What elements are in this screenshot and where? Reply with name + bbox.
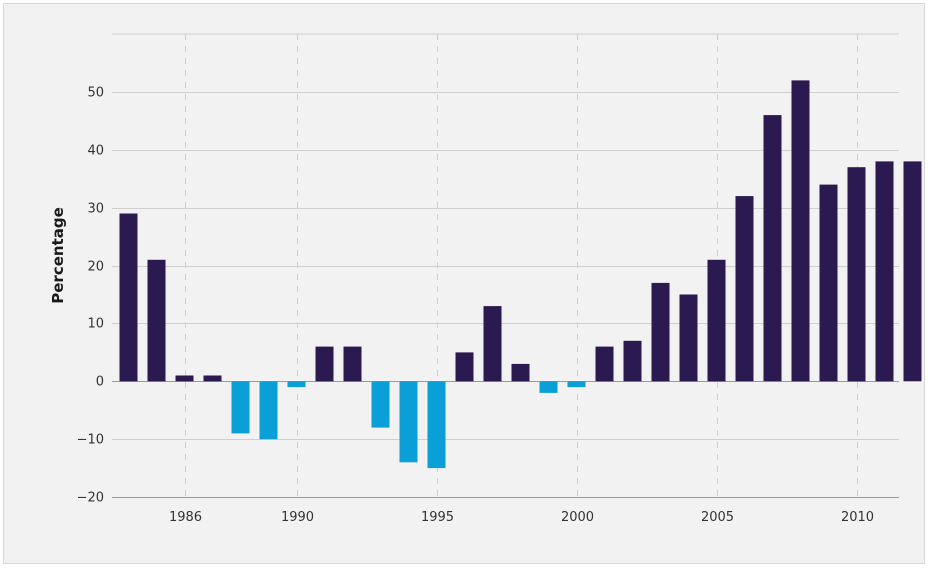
y-tick-label: −10 — [77, 433, 104, 448]
bar-chart: −20 −10 0 10 20 30 40 50 1986 1990 1995 2000 2005 201… — [49, 33, 922, 526]
bar — [483, 306, 502, 382]
axes: −20 −10 0 10 20 30 40 50 1986 1990 1995 2000 2005 201… — [77, 86, 874, 526]
bar — [595, 346, 614, 382]
bar — [427, 381, 446, 469]
bar — [679, 294, 698, 382]
bar — [371, 381, 390, 428]
bar — [763, 115, 782, 382]
y-tick-label: 40 — [87, 144, 104, 159]
bar — [735, 196, 754, 382]
y-axis-title: Percentage — [49, 207, 67, 304]
bar — [875, 161, 894, 382]
x-tick-label: 1986 — [169, 510, 202, 525]
bar — [119, 213, 138, 382]
bar — [903, 161, 922, 382]
bar — [511, 363, 530, 382]
bar — [567, 381, 586, 388]
bar — [287, 381, 306, 388]
bar — [651, 282, 670, 382]
chart-panel: −20 −10 0 10 20 30 40 50 1986 1990 1995 2000 2005 201… — [3, 3, 925, 564]
x-tick-label: 1995 — [421, 510, 454, 525]
x-tick-label: 2005 — [701, 510, 734, 525]
x-tick-label: 1990 — [281, 510, 314, 525]
bar — [539, 381, 558, 393]
bar — [315, 346, 334, 382]
bar — [707, 259, 726, 382]
bars — [119, 80, 922, 469]
bar — [455, 352, 474, 382]
bar — [343, 346, 362, 382]
bar — [847, 167, 866, 382]
bar — [399, 381, 418, 463]
y-tick-label: 50 — [87, 86, 104, 101]
y-tick-label: 0 — [96, 375, 104, 390]
bar — [175, 375, 194, 382]
bar — [231, 381, 250, 434]
y-tick-label: 30 — [87, 202, 104, 217]
x-tick-label: 2010 — [841, 510, 874, 525]
y-tick-label: −20 — [77, 491, 104, 506]
bar — [259, 381, 278, 440]
y-tick-label: 20 — [87, 260, 104, 275]
bar — [623, 340, 642, 382]
y-tick-label: 10 — [87, 317, 104, 332]
bar — [791, 80, 810, 382]
bar — [819, 184, 838, 382]
bar — [147, 259, 166, 382]
x-tick-label: 2000 — [561, 510, 594, 525]
bar — [203, 375, 222, 382]
